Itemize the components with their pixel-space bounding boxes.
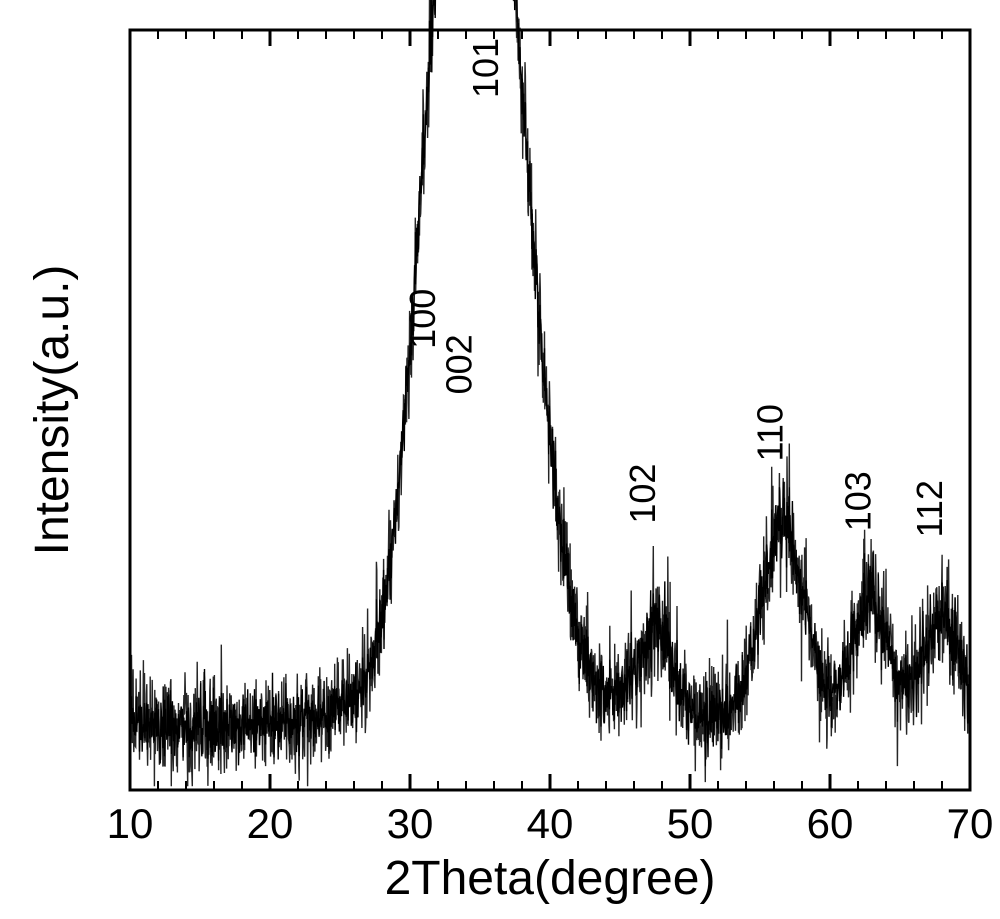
peak-label: 102 [622,464,663,524]
xrd-chart-svg: 10 20 30 40 50 60 70 2Theta(degree) Intensity(a.… [0,0,1000,919]
x-tick-label: 70 [947,800,994,847]
peak-label: 103 [838,471,879,531]
x-tick-label: 50 [667,800,714,847]
peak-label: 112 [909,480,950,537]
y-axis-title: Intensity(a.u.) [26,265,79,556]
peak-label: 100 [402,289,443,349]
x-tick-label: 60 [807,800,854,847]
x-tick-label: 30 [387,800,434,847]
x-tick-label: 10 [107,800,154,847]
peak-label: 002 [439,334,480,394]
x-axis-title: 2Theta(degree) [385,852,716,905]
x-tick-label: 20 [247,800,294,847]
xrd-chart-container: 10 20 30 40 50 60 70 2Theta(degree) Intensity(a.… [0,0,1000,919]
xrd-trace-noise [130,0,970,786]
x-tick-label: 40 [527,800,574,847]
peak-label: 110 [749,404,790,461]
peak-label: 101 [465,38,506,98]
